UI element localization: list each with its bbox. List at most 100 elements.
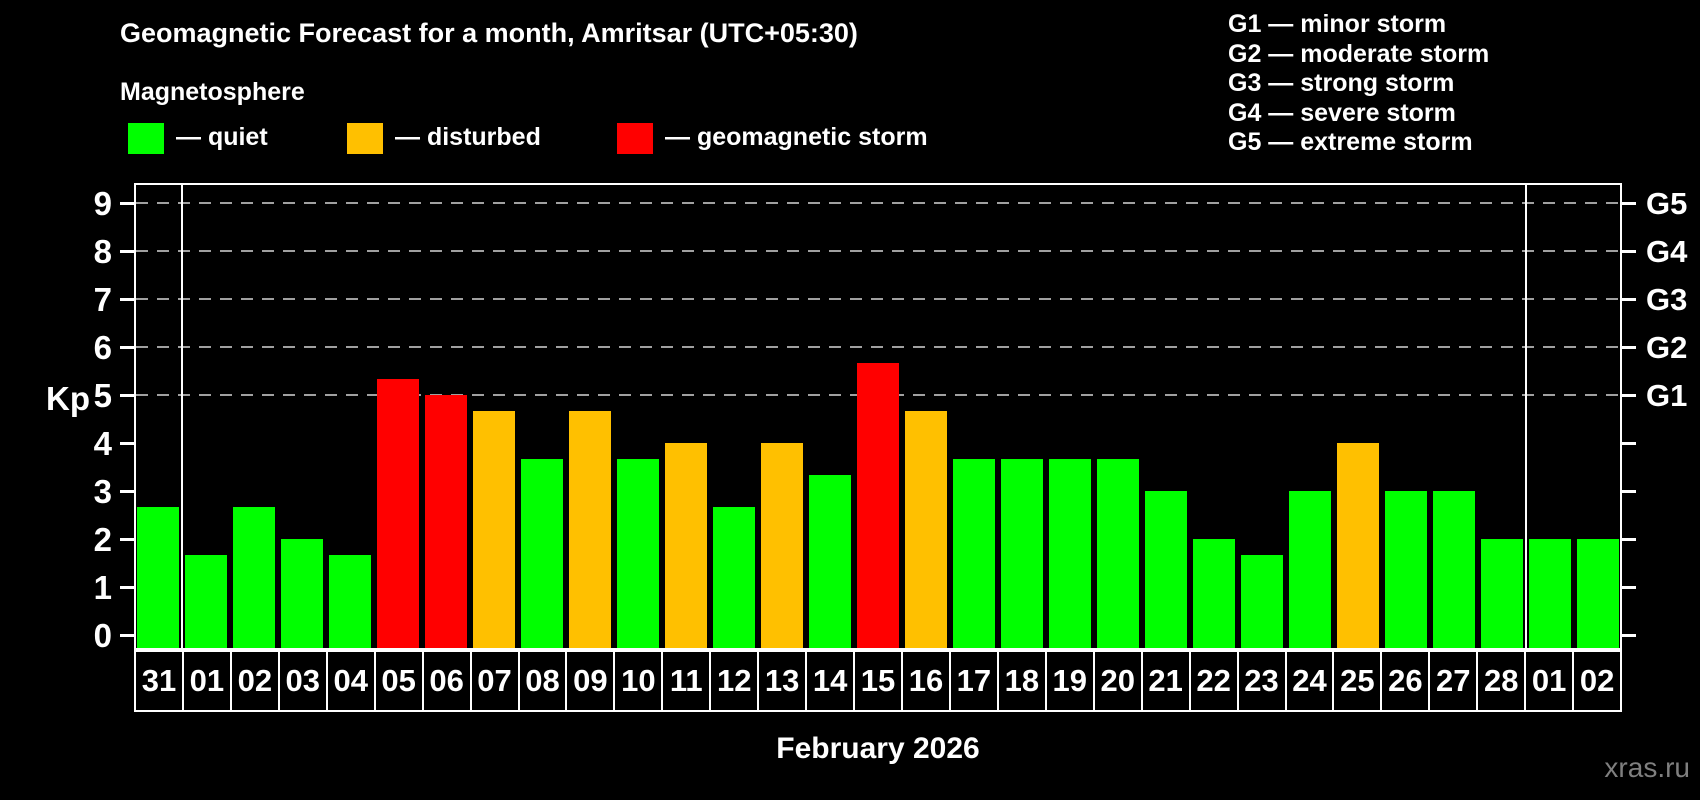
date-cell-09: 09 [567,652,616,710]
kp-bar-day-19 [1049,458,1091,648]
plot-area [134,183,1622,650]
g-scale-legend-item: G2 — moderate storm [1228,39,1490,68]
y-tick-right-1 [1622,585,1636,589]
date-cell-14: 14 [807,652,856,710]
kp-bar-day-08 [521,458,563,648]
date-cell-13: 13 [759,652,808,710]
month-separator [181,183,183,650]
y-tick-label-5: 5 [93,377,112,414]
date-cell-24: 24 [1287,652,1335,710]
date-cell-11: 11 [663,652,712,710]
y-tick-label-9: 9 [93,185,112,222]
g-scale-legend-item: G5 — extreme storm [1228,128,1473,156]
kp-bar-day-04 [329,554,371,648]
y-tick-label-6: 6 [93,329,112,366]
kp-bar-day-22 [1193,539,1235,648]
date-cell-28: 28 [1478,652,1527,710]
g-scale-legend-item: G3 — strong storm [1228,69,1455,97]
kp-bar-day-28 [1481,539,1523,648]
status-legend: — quiet — disturbed — geomagnetic storm [0,121,1100,155]
date-cell-18: 18 [999,652,1047,710]
y-tick-right-2 [1622,537,1636,541]
y-tick-right-8 [1622,249,1636,253]
magnetosphere-label: Magnetosphere [120,78,305,106]
month-separator [1525,183,1527,650]
right-axis-label-G3: G3 [1646,282,1688,317]
kp-bar-day-05 [377,379,419,648]
legend-swatch-quiet [128,123,164,154]
legend-label-disturbed: — disturbed [395,123,541,151]
y-axis-title: Kp [46,380,90,417]
right-axis-label-G4: G4 [1646,234,1688,269]
page-title: Geomagnetic Forecast for a month, Amrits… [120,18,858,48]
y-tick-label-8: 8 [93,233,112,270]
y-tick-label-7: 7 [93,281,112,318]
kp-bar-day-24 [1289,491,1331,648]
date-cell-17: 17 [951,652,999,710]
kp-bar-day-01 [1529,539,1571,648]
y-tick-left-9 [120,201,134,205]
date-cell-27: 27 [1430,652,1479,710]
g-scale-legend: G1 — minor storm G2 — moderate storm G3 — … [1228,10,1489,158]
date-cell-25: 25 [1334,652,1383,710]
date-cell-23: 23 [1239,652,1287,710]
right-axis-label-G2: G2 [1646,330,1688,365]
kp-bar-day-10 [617,458,659,648]
y-tick-label-1: 1 [93,569,112,606]
kp-bar-day-01 [185,554,227,648]
y-tick-left-5 [120,393,134,397]
y-tick-right-6 [1622,345,1636,349]
date-cell-07: 07 [472,652,520,710]
kp-bar-day-03 [281,539,323,648]
gridline-kp9 [136,202,1620,204]
kp-bar-day-20 [1097,458,1139,648]
kp-bar-day-06 [425,395,467,648]
kp-bar-day-31 [137,506,179,648]
date-cell-16: 16 [903,652,951,710]
date-cell-31: 31 [136,652,184,710]
kp-bar-day-21 [1145,491,1187,648]
kp-bar-day-13 [761,443,803,648]
date-cell-21: 21 [1143,652,1191,710]
date-cell-06: 06 [424,652,472,710]
legend-swatch-storm [617,123,653,154]
gridline-kp8 [136,250,1620,252]
kp-bar-day-12 [713,506,755,648]
kp-bar-day-02 [1577,539,1619,648]
date-cell-22: 22 [1191,652,1239,710]
kp-bar-day-25 [1337,443,1379,648]
y-tick-left-7 [120,297,134,301]
gridline-kp7 [136,298,1620,300]
y-tick-right-0 [1622,633,1636,637]
y-tick-left-2 [120,537,134,541]
y-tick-left-1 [120,585,134,589]
y-tick-label-2: 2 [93,521,112,558]
date-cell-26: 26 [1382,652,1431,710]
y-tick-left-4 [120,441,134,445]
y-tick-left-3 [120,489,134,493]
g-scale-legend-item: G1 — minor storm [1228,10,1447,38]
date-cell-03: 03 [280,652,328,710]
x-axis-title: February 2026 [776,732,980,765]
kp-bar-day-09 [569,410,611,648]
gridline-kp6 [136,346,1620,348]
date-cell-10: 10 [615,652,664,710]
y-tick-right-4 [1622,441,1636,445]
date-cell-02: 02 [1579,663,1615,698]
y-tick-right-9 [1622,201,1636,205]
kp-bar-day-26 [1385,491,1427,648]
date-cell-02: 02 [232,652,280,710]
kp-bar-day-18 [1001,458,1043,648]
date-cell-01: 01 [184,652,232,710]
kp-bar-day-27 [1433,491,1475,648]
y-tick-right-7 [1622,297,1636,301]
y-tick-label-0: 0 [93,617,112,654]
g-scale-legend-item: G4 — severe storm [1228,98,1456,127]
x-axis-labels: 31 01 02 03 04 05 06 07 08 09 10 11 12 13 14 15 16 17 18 19… [134,650,1622,712]
y-tick-label-3: 3 [93,473,112,510]
date-cell-08: 08 [520,652,568,710]
legend-swatch-disturbed [347,123,383,154]
y-tick-right-5 [1622,393,1636,397]
date-cell-01: 01 [1526,652,1575,710]
